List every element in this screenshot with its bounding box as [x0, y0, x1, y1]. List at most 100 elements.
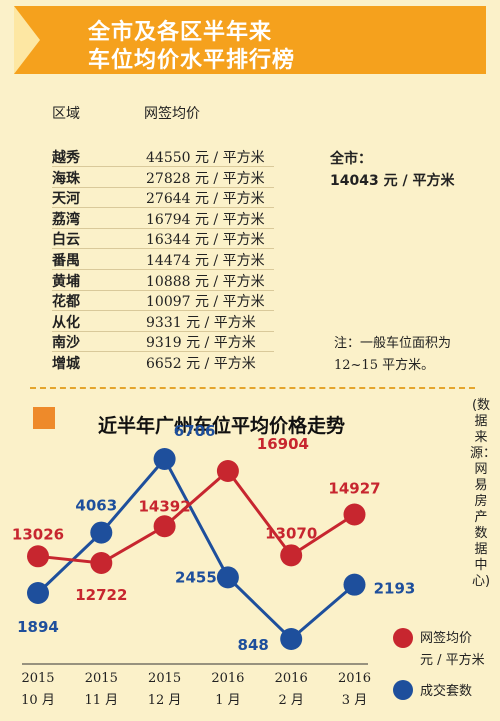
- data-label-price: 13026: [12, 525, 64, 543]
- data-label-price: 14927: [328, 479, 380, 497]
- x-tick-year: 2016: [338, 671, 371, 686]
- district-name: 天河: [52, 191, 80, 208]
- district-price: 10888 元 / 平方米: [146, 273, 265, 290]
- x-tick-month: 2 月: [278, 693, 303, 708]
- section-divider: [30, 387, 475, 389]
- x-tick-year: 2015: [148, 671, 181, 686]
- data-point-price: [27, 545, 49, 568]
- district-price: 16794 元 / 平方米: [146, 211, 265, 228]
- row-divider: [52, 310, 274, 312]
- district-price: 6652 元 / 平方米: [146, 356, 256, 372]
- data-point-price: [153, 515, 176, 538]
- row-divider: [52, 269, 274, 270]
- x-tick-month: 10 月: [21, 693, 55, 708]
- table-row: 番禺 14474 元 / 平方米: [52, 250, 292, 271]
- overall-label: 全市：: [330, 151, 372, 167]
- table-row: 黄埔 10888 元 / 平方米: [52, 271, 292, 292]
- table-row: 增城 6652 元 / 平方米: [52, 353, 292, 374]
- x-tick-year: 2015: [21, 671, 54, 686]
- data-label-volume: 2193: [374, 580, 416, 598]
- row-divider: [52, 351, 274, 353]
- row-divider: [52, 289, 274, 291]
- row-divider: [52, 227, 274, 229]
- table-row: 南沙 9319 元 / 平方米: [52, 332, 292, 353]
- data-point-price: [343, 503, 366, 526]
- data-label-volume: 6706: [174, 422, 216, 440]
- district-price: 9331 元 / 平方米: [146, 314, 256, 331]
- x-tick-month: 11 月: [84, 693, 118, 708]
- district-name: 白云: [52, 232, 80, 249]
- district-price: 9319 元 / 平方米: [146, 335, 256, 352]
- district-name: 番禺: [52, 253, 80, 269]
- data-point-price: [280, 544, 303, 567]
- table-row: 海珠 27828 元 / 平方米: [52, 168, 292, 189]
- legend-label-price-unit: 元 / 平方米: [420, 652, 485, 668]
- column-header-region: 区域: [52, 106, 80, 122]
- x-tick-month: 12 月: [148, 693, 182, 708]
- data-label-price: 14392: [139, 497, 191, 515]
- x-tick-month: 3 月: [342, 693, 367, 708]
- chart-square-icon: [33, 407, 55, 429]
- data-point-price: [216, 460, 239, 482]
- x-tick-month: 1 月: [215, 693, 240, 708]
- district-price: 27644 元 / 平方米: [146, 191, 265, 208]
- row-divider: [52, 248, 274, 250]
- header-title-line2: 车位均价水平排行榜: [88, 48, 296, 73]
- header-banner: [14, 6, 486, 74]
- table-row: 天河 27644 元 / 平方米: [52, 188, 292, 209]
- district-name: 从化: [52, 314, 80, 331]
- data-label-price: 13070: [265, 524, 317, 542]
- table-header: 区域 网签均价: [52, 103, 472, 129]
- data-label-volume: 2455: [175, 568, 217, 586]
- legend-swatch-price: [393, 628, 413, 648]
- district-name: 越秀: [52, 150, 80, 166]
- data-point-price: [90, 552, 113, 574]
- data-label-volume: 848: [238, 636, 269, 654]
- district-name: 海珠: [52, 170, 80, 187]
- data-point-volume: [343, 573, 366, 596]
- data-label-volume: 4063: [75, 497, 117, 515]
- legend-label-volume: 成交套数: [420, 683, 472, 699]
- data-label-volume: 1894: [17, 618, 59, 636]
- data-point-volume: [153, 448, 176, 470]
- data-point-volume: [27, 582, 49, 604]
- district-name: 南沙: [52, 335, 80, 352]
- area-note: 注：一般车位面积为 12~15 平方米。: [334, 336, 452, 373]
- data-point-volume: [280, 628, 303, 650]
- table-row: 荔湾 16794 元 / 平方米: [52, 209, 292, 230]
- table-row: 越秀 44550 元 / 平方米: [52, 147, 292, 168]
- table-row: 花都 10097 元 / 平方米: [52, 291, 292, 312]
- district-name: 黄埔: [52, 273, 80, 290]
- table-row: 从化 9331 元 / 平方米: [52, 312, 292, 333]
- data-label-price: 16904: [257, 435, 309, 453]
- data-point-volume: [90, 521, 113, 544]
- data-point-volume: [216, 566, 239, 589]
- district-name: 增城: [52, 356, 80, 372]
- district-name: 花都: [52, 294, 80, 311]
- district-price: 14474 元 / 平方米: [146, 253, 265, 269]
- legend-swatch-volume: [393, 680, 413, 700]
- district-name: 荔湾: [52, 211, 80, 228]
- row-divider: [52, 166, 274, 167]
- header-triangle-icon: [14, 6, 40, 74]
- district-price: 44550 元 / 平方米: [146, 150, 265, 166]
- x-tick-year: 2016: [275, 671, 308, 686]
- source-note: (数据来源：网易房产数据中心): [470, 398, 497, 589]
- series-line-volume: [36, 456, 356, 642]
- header-title-line1: 全市及各区半年来: [88, 20, 273, 45]
- overall-value: 14043 元 / 平方米: [330, 173, 455, 189]
- district-price: 10097 元 / 平方米: [146, 294, 265, 311]
- x-tick-year: 2016: [211, 671, 244, 686]
- chart-title: 近半年广州车位平均价格走势: [98, 415, 346, 437]
- district-price: 27828 元 / 平方米: [146, 170, 265, 187]
- x-tick-year: 2015: [85, 671, 118, 686]
- row-divider: [52, 186, 274, 188]
- table-row: 白云 16344 元 / 平方米: [52, 229, 292, 250]
- row-divider: [52, 207, 274, 209]
- legend-label-price: 网签均价: [420, 630, 472, 646]
- row-divider: [52, 330, 274, 332]
- column-header-price: 网签均价: [144, 106, 200, 122]
- data-label-price: 12722: [75, 586, 127, 604]
